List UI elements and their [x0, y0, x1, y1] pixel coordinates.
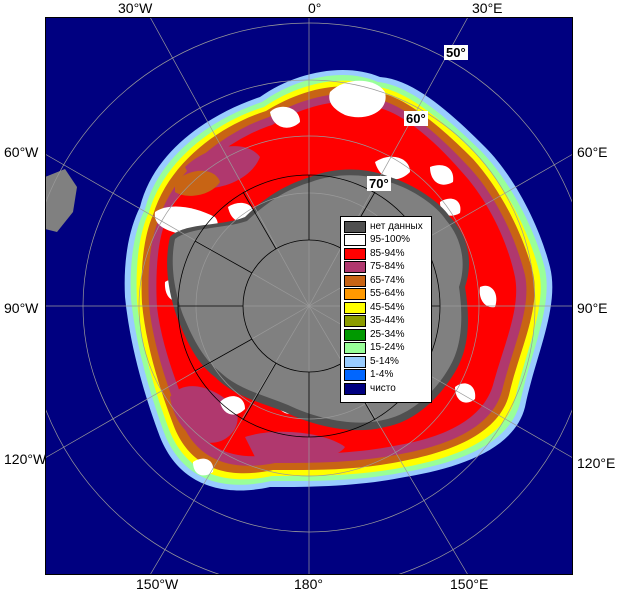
ice-full-patch-1 — [329, 80, 386, 118]
lon-label-60w: 60°W — [4, 144, 39, 160]
ice-orange-patch-nw — [175, 170, 220, 196]
lat-label-60: 60° — [404, 111, 428, 126]
lon-label-120w: 120°W — [4, 451, 47, 467]
legend-item: 5-14% — [344, 355, 431, 369]
lon-label-150e: 150°E — [450, 576, 489, 592]
legend-label: 15-24% — [370, 342, 405, 354]
legend-label: 65-74% — [370, 274, 405, 286]
legend-swatch — [344, 369, 366, 382]
legend-label: 85-94% — [370, 247, 405, 259]
legend-label: 35-44% — [370, 315, 405, 327]
legend-swatch — [344, 355, 366, 368]
ice-purple-patch-w — [170, 386, 238, 443]
ice-full-patch-2 — [270, 106, 300, 128]
ice-purple-patch-s — [245, 431, 345, 462]
legend-item: 65-74% — [344, 274, 431, 288]
legend-label: 1-4% — [370, 369, 394, 381]
ice-full-patch-7 — [479, 285, 497, 308]
lon-label-30e: 30°E — [472, 0, 503, 16]
legend-item: 35-44% — [344, 315, 431, 329]
sea-ice-map — [45, 17, 573, 575]
ice-full-patch-5 — [375, 156, 410, 180]
legend-swatch — [344, 247, 366, 260]
lon-label-30w: 30°W — [118, 0, 153, 16]
ice-full-patch-11 — [193, 458, 214, 476]
lon-label-0: 0° — [308, 0, 322, 16]
ice-full-patch-9 — [455, 383, 476, 403]
legend-swatch — [344, 220, 366, 233]
lon-label-90e: 90°E — [577, 300, 608, 316]
concentration-legend: нет данных 95-100% 85-94% 75-84% 65-74% 55-64… — [340, 216, 432, 403]
legend-item: 85-94% — [344, 247, 431, 261]
legend-swatch — [344, 328, 366, 341]
ice-full-patch-6 — [430, 165, 454, 185]
legend-label: нет данных — [370, 220, 423, 232]
lon-label-180: 180° — [294, 576, 323, 592]
lon-label-150w: 150°W — [136, 576, 179, 592]
legend-swatch — [344, 234, 366, 247]
legend-item: 95-100% — [344, 234, 431, 248]
map-border — [45, 17, 573, 575]
lat-label-50: 50° — [444, 45, 468, 60]
legend-swatch — [344, 261, 366, 274]
lon-label-90w: 90°W — [4, 300, 39, 316]
legend-item: 15-24% — [344, 342, 431, 356]
legend-swatch — [344, 274, 366, 287]
lon-label-120e: 120°E — [577, 455, 616, 471]
legend-swatch — [344, 315, 366, 328]
legend-swatch — [344, 301, 366, 314]
legend-swatch — [344, 382, 366, 395]
lon-label-60e: 60°E — [577, 144, 608, 160]
legend-label: 5-14% — [370, 355, 399, 367]
legend-item: 55-64% — [344, 288, 431, 302]
legend-item: 45-54% — [344, 301, 431, 315]
legend-swatch — [344, 342, 366, 355]
legend-label: чисто — [370, 382, 396, 394]
lat-label-70: 70° — [367, 176, 391, 191]
legend-label: 75-84% — [370, 261, 405, 273]
legend-label: 55-64% — [370, 288, 405, 300]
legend-item: нет данных — [344, 220, 431, 234]
legend-label: 95-100% — [370, 234, 411, 246]
legend-label: 45-54% — [370, 301, 405, 313]
legend-item: 25-34% — [344, 328, 431, 342]
legend-swatch — [344, 288, 366, 301]
ice-full-patch-10 — [220, 396, 245, 415]
legend-item: чисто — [344, 382, 431, 396]
legend-label: 25-34% — [370, 328, 405, 340]
legend-item: 1-4% — [344, 369, 431, 383]
legend-item: 75-84% — [344, 261, 431, 275]
